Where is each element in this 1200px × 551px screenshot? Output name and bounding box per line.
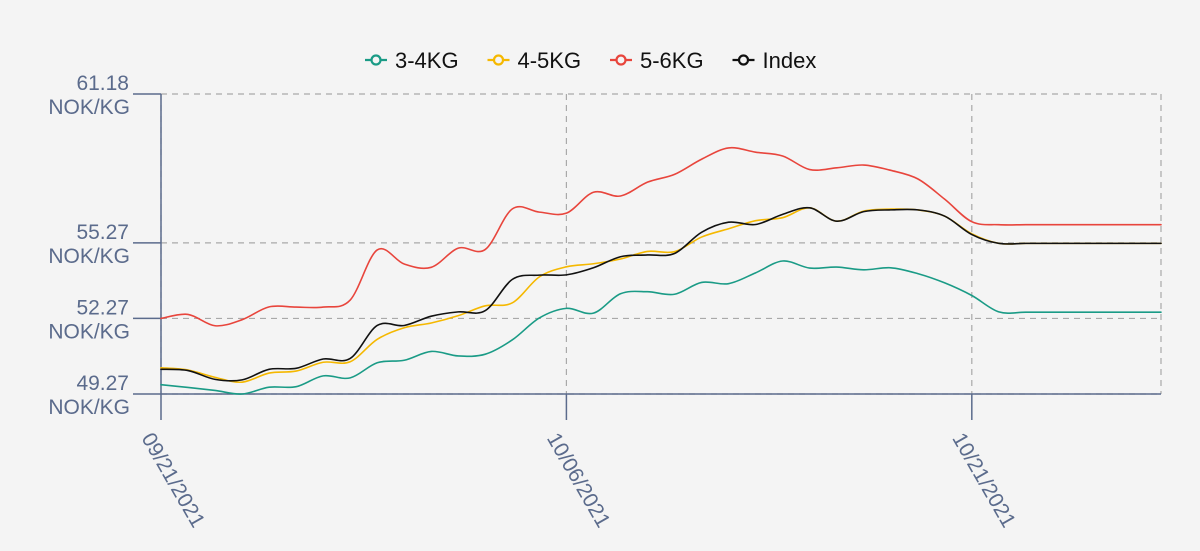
legend-label: 5-6KG	[640, 48, 704, 73]
y-tick-value: 61.18	[76, 72, 129, 95]
y-tick-unit: NOK/KG	[48, 320, 130, 343]
series-lines	[160, 146, 1162, 395]
x-tick-label-0: 09/21/2021	[137, 429, 209, 532]
y-tick-labels: 61.18NOK/KG55.27NOK/KG52.27NOK/KG49.27NO…	[48, 72, 130, 419]
y-tick-unit: NOK/KG	[48, 396, 130, 419]
y-tick-value: 49.27	[76, 372, 129, 395]
legend: 3-4KG 4-5KG 5-6KG Index	[365, 48, 816, 73]
legend-item-4-5kg[interactable]: 4-5KG	[487, 48, 582, 73]
series-line-4-5kg	[160, 207, 1162, 384]
legend-label: 4-5KG	[518, 48, 582, 73]
legend-swatch-marker	[370, 54, 382, 66]
y-tick-value: 52.27	[76, 296, 129, 319]
legend-label: 3-4KG	[395, 48, 459, 73]
y-tick-value: 55.27	[76, 221, 129, 244]
legend-label: Index	[763, 48, 817, 73]
legend-item-5-6kg[interactable]: 5-6KG	[610, 48, 704, 73]
series-line-3-4kg	[160, 260, 1162, 395]
series-line-index	[160, 206, 1162, 382]
legend-swatch-marker	[737, 54, 750, 66]
axes	[133, 93, 1161, 420]
legend-swatch-marker	[615, 54, 627, 66]
series-line-5-6kg	[160, 146, 1162, 327]
y-tick-unit: NOK/KG	[48, 96, 130, 119]
y-tick-unit: NOK/KG	[48, 245, 130, 268]
legend-item-index[interactable]: Index	[732, 48, 817, 73]
x-tick-label-2: 10/21/2021	[947, 429, 1019, 532]
x-tick-labels: 09/21/2021 10/06/2021 10/21/2021	[137, 429, 1020, 532]
legend-swatch-marker	[492, 54, 505, 66]
x-tick-label-1: 10/06/2021	[542, 429, 614, 532]
legend-item-3-4kg[interactable]: 3-4KG	[365, 48, 459, 73]
